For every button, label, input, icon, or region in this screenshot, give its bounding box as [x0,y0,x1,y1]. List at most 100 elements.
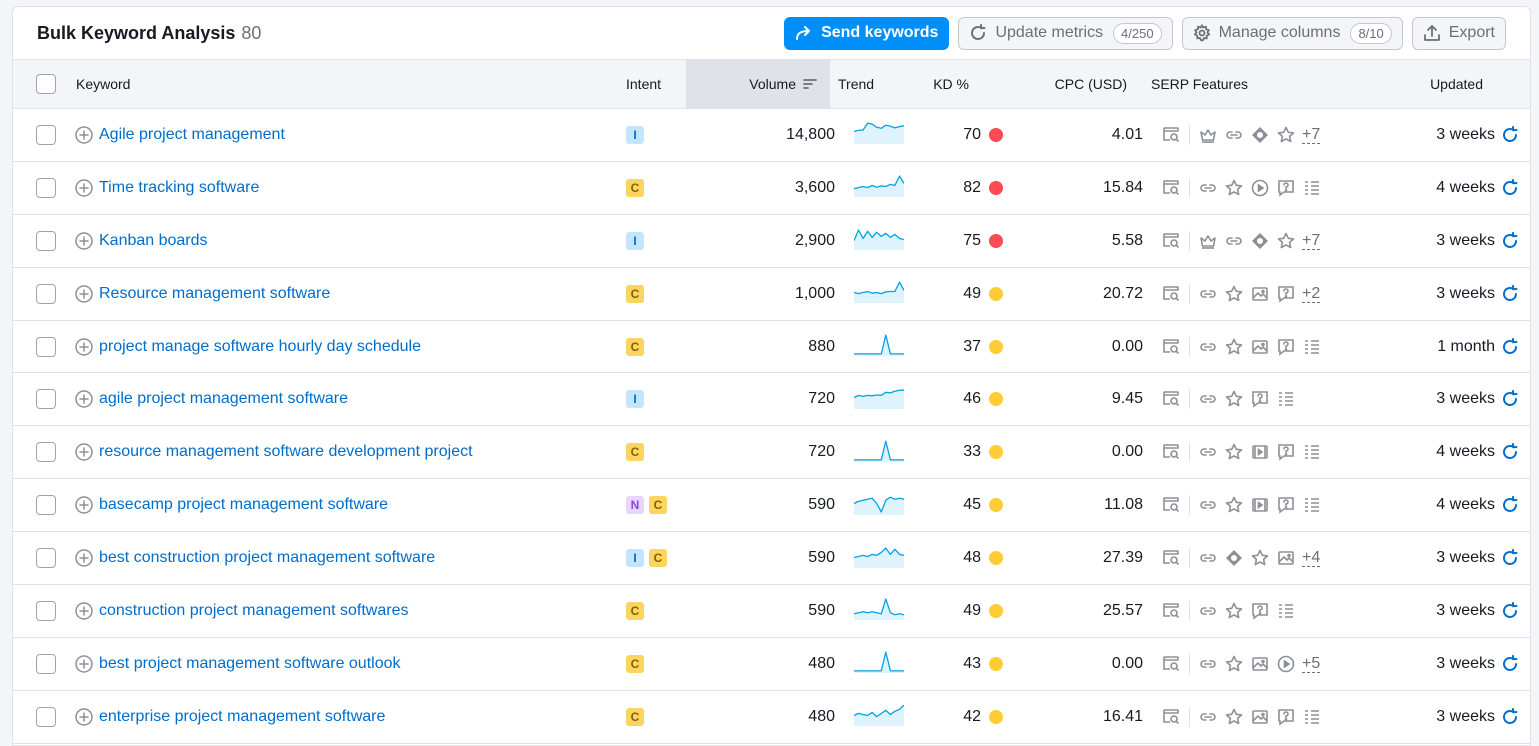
serp-more-link[interactable]: +5 [1302,654,1321,673]
col-trend[interactable]: Trend [838,76,875,92]
star-icon[interactable] [1224,284,1244,304]
col-cpc[interactable]: CPC (USD) [1054,76,1127,92]
link-icon[interactable] [1198,284,1218,304]
serp-snapshot-icon[interactable] [1161,125,1181,145]
serp-snapshot-icon[interactable] [1161,654,1181,674]
refresh-icon[interactable] [1501,707,1519,726]
add-plus-icon[interactable] [75,126,93,144]
question-icon[interactable] [1276,495,1296,515]
refresh-icon[interactable] [1501,496,1519,514]
question-icon[interactable] [1276,284,1296,304]
refresh-icon[interactable] [1501,125,1519,144]
add-plus-icon[interactable] [75,443,93,462]
star-icon[interactable] [1224,178,1244,198]
serp-snapshot-icon[interactable] [1161,284,1181,304]
col-kd[interactable]: KD % [902,76,987,92]
add-plus-icon[interactable] [75,655,93,673]
image-icon[interactable] [1276,548,1296,568]
keyword-link[interactable]: enterprise project management software [99,707,386,725]
play-icon[interactable] [1276,654,1296,674]
serp-snapshot-icon[interactable] [1161,601,1181,621]
add-plus-icon[interactable] [75,284,93,303]
list-icon[interactable] [1276,389,1296,409]
row-checkbox[interactable] [36,495,56,516]
serp-more-link[interactable]: +4 [1302,549,1321,568]
keyword-link[interactable]: Time tracking software [99,178,260,196]
col-intent[interactable]: Intent [626,76,662,92]
image-icon[interactable] [1250,707,1270,727]
serp-snapshot-icon[interactable] [1161,707,1181,727]
col-serp[interactable]: SERP Features [1145,76,1343,92]
diamond-icon[interactable] [1224,548,1244,568]
star-icon[interactable] [1224,601,1244,621]
row-checkbox[interactable] [36,389,56,410]
row-checkbox[interactable] [36,177,56,198]
serp-snapshot-icon[interactable] [1161,337,1181,357]
keyword-link[interactable]: best project management software outlook [99,654,401,672]
star-icon[interactable] [1276,231,1296,251]
star-icon[interactable] [1224,654,1244,674]
star-icon[interactable] [1250,548,1270,568]
add-plus-icon[interactable] [75,707,93,726]
keyword-link[interactable]: Kanban boards [99,231,208,249]
add-plus-icon[interactable] [75,390,93,409]
list-icon[interactable] [1302,178,1322,198]
list-icon[interactable] [1302,442,1322,462]
row-checkbox[interactable] [36,283,56,304]
keyword-link[interactable]: best construction project management sof… [99,549,436,567]
list-icon[interactable] [1302,337,1322,357]
question-icon[interactable] [1276,337,1296,357]
refresh-icon[interactable] [1501,443,1519,461]
keyword-link[interactable]: basecamp project management software [99,496,389,514]
keyword-link[interactable]: Agile project management [99,125,285,143]
keyword-link[interactable]: construction project management software… [99,601,409,619]
row-checkbox[interactable] [36,706,56,727]
play-icon[interactable] [1250,178,1270,198]
refresh-icon[interactable] [1501,337,1519,356]
serp-more-link[interactable]: +7 [1302,125,1321,144]
diamond-icon[interactable] [1250,231,1270,251]
image-icon[interactable] [1250,337,1270,357]
col-updated[interactable]: Updated [1430,76,1483,92]
question-icon[interactable] [1250,601,1270,621]
link-icon[interactable] [1198,654,1218,674]
serp-snapshot-icon[interactable] [1161,231,1181,251]
row-checkbox[interactable] [36,442,56,463]
star-icon[interactable] [1224,707,1244,727]
refresh-icon[interactable] [1501,284,1519,303]
link-icon[interactable] [1198,601,1218,621]
refresh-icon[interactable] [1501,231,1519,250]
serp-more-link[interactable]: +2 [1302,284,1321,303]
serp-snapshot-icon[interactable] [1161,442,1181,462]
row-checkbox[interactable] [36,336,56,357]
refresh-icon[interactable] [1501,654,1519,673]
star-icon[interactable] [1224,337,1244,357]
add-plus-icon[interactable] [75,602,93,620]
link-icon[interactable] [1198,548,1218,568]
update-metrics-button[interactable]: Update metrics 4/250 [958,16,1173,50]
keyword-link[interactable]: resource management software development… [99,443,473,461]
refresh-icon[interactable] [1501,178,1519,197]
add-plus-icon[interactable] [75,496,93,514]
refresh-icon[interactable] [1501,549,1519,567]
add-plus-icon[interactable] [75,231,93,250]
crown-icon[interactable] [1198,125,1218,145]
serp-snapshot-icon[interactable] [1161,389,1181,409]
question-icon[interactable] [1276,442,1296,462]
keyword-link[interactable]: Resource management software [99,284,331,302]
question-icon[interactable] [1276,707,1296,727]
serp-snapshot-icon[interactable] [1161,548,1181,568]
question-icon[interactable] [1276,178,1296,198]
link-icon[interactable] [1224,125,1244,145]
list-icon[interactable] [1302,707,1322,727]
link-icon[interactable] [1224,231,1244,251]
row-checkbox[interactable] [36,548,56,569]
list-icon[interactable] [1302,495,1322,515]
link-icon[interactable] [1198,389,1218,409]
question-icon[interactable] [1250,389,1270,409]
video-icon[interactable] [1250,495,1270,515]
star-icon[interactable] [1224,389,1244,409]
star-icon[interactable] [1276,125,1296,145]
row-checkbox[interactable] [36,230,56,251]
serp-snapshot-icon[interactable] [1161,178,1181,198]
